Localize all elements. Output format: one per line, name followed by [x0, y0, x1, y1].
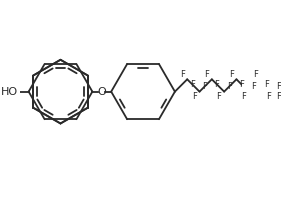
Text: F: F — [266, 92, 271, 101]
Text: F: F — [204, 70, 209, 79]
Text: F: F — [229, 70, 234, 79]
Text: F: F — [180, 70, 185, 79]
Text: F: F — [217, 92, 221, 101]
Text: F: F — [227, 82, 232, 91]
Text: F: F — [202, 82, 207, 91]
Text: F: F — [192, 92, 197, 101]
Text: F: F — [190, 80, 195, 89]
Text: F: F — [251, 82, 256, 91]
Text: F: F — [239, 80, 244, 89]
Text: F: F — [276, 92, 281, 101]
Text: HO: HO — [1, 87, 18, 97]
Text: F: F — [276, 82, 281, 91]
Text: F: F — [214, 80, 219, 89]
Text: O: O — [98, 87, 106, 97]
Text: F: F — [241, 92, 246, 101]
Text: F: F — [253, 70, 259, 79]
Text: F: F — [264, 80, 269, 89]
